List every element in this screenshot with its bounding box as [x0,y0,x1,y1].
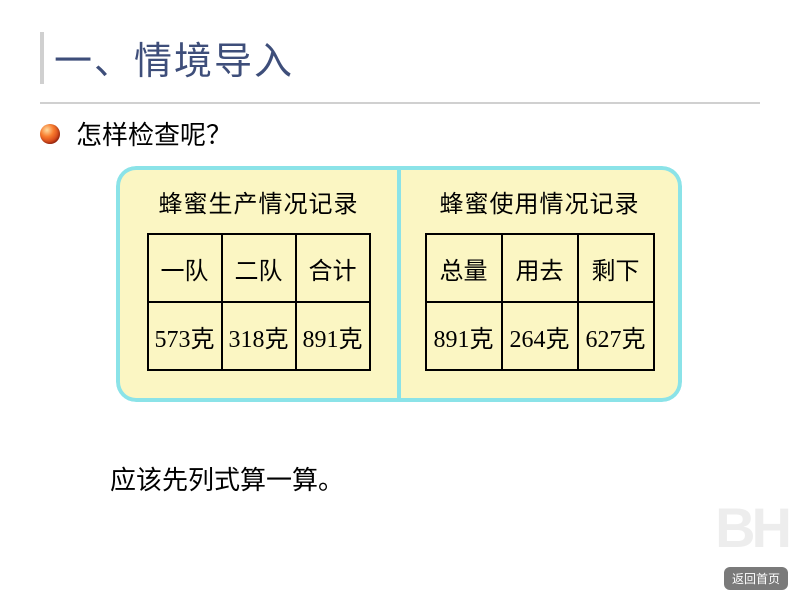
title-line: 一、情境导入 [40,30,760,85]
table-cell: 剩下 [578,234,654,302]
usage-panel: 蜂蜜使用情况记录 总量 用去 剩下 891克 264克 627克 [399,166,682,402]
table-cell: 二队 [222,234,296,302]
records-panel: 蜂蜜生产情况记录 一队 二队 合计 573克 318克 891克 蜂蜜使用情况记… [116,166,682,402]
question-row: 怎样检查呢？ [40,115,232,152]
title-horizontal-line [40,102,760,104]
title-vertical-line [40,32,44,84]
page-title: 一、情境导入 [54,30,294,85]
usage-title: 蜂蜜使用情况记录 [440,184,640,219]
usage-table: 总量 用去 剩下 891克 264克 627克 [425,233,655,371]
production-panel: 蜂蜜生产情况记录 一队 二队 合计 573克 318克 891克 [116,166,399,402]
table-cell: 合计 [296,234,370,302]
table-cell: 一队 [148,234,222,302]
question-text: 怎样检查呢？ [76,115,232,152]
table-row: 573克 318克 891克 [148,302,370,370]
back-home-button[interactable]: 返回首页 [724,567,788,590]
conclusion-text: 应该先列式算一算。 [110,460,344,497]
table-row: 891克 264克 627克 [426,302,654,370]
table-cell: 264克 [502,302,578,370]
table-cell: 891克 [296,302,370,370]
table-row: 总量 用去 剩下 [426,234,654,302]
title-area: 一、情境导入 [40,30,760,85]
watermark: BH [715,495,788,560]
table-row: 一队 二队 合计 [148,234,370,302]
table-cell: 627克 [578,302,654,370]
table-cell: 总量 [426,234,502,302]
production-title: 蜂蜜生产情况记录 [159,184,359,219]
table-cell: 318克 [222,302,296,370]
table-cell: 891克 [426,302,502,370]
table-cell: 573克 [148,302,222,370]
table-cell: 用去 [502,234,578,302]
production-table: 一队 二队 合计 573克 318克 891克 [147,233,371,371]
bullet-icon [40,124,60,144]
